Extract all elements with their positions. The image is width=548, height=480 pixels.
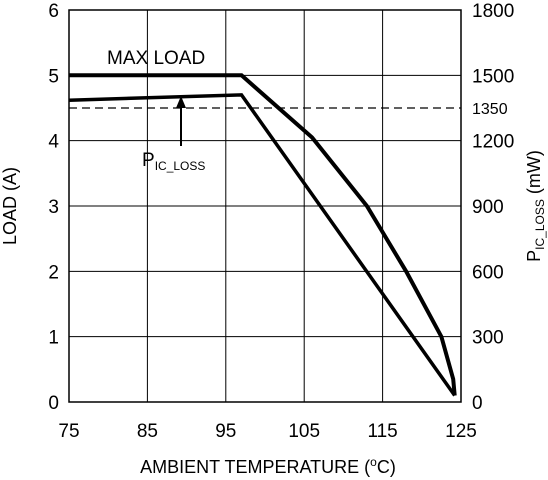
y-axis-right-title-sub: IC_LOSS [533,199,547,250]
y-axis-right-title-main: P [524,250,544,262]
y-left-tick-label: 4 [48,132,59,153]
series-group [68,73,457,397]
p-ic-loss-label: PIC_LOSS [142,150,205,173]
y-right-tick-label: 0 [472,393,483,414]
x-tick-label: 85 [137,421,158,442]
series-max-load-line [69,73,457,396]
y-left-tick-label: 3 [48,197,59,218]
x-tick-label: 105 [288,421,320,442]
y-left-tick-label: 5 [48,66,59,87]
y-right-tick-label: 900 [472,197,504,218]
annotations: MAX LOAD PIC_LOSS [107,48,205,173]
x-tick-label: 75 [58,421,79,442]
y-axis-left-title: LOAD (A) [0,167,20,245]
x-axis-title: AMBIENT TEMPERATURE (oC) [140,455,396,477]
y-right-tick-label: 1200 [472,132,514,153]
y-left-tick-label: 0 [48,393,59,414]
max-load-label: MAX LOAD [107,48,205,69]
x-axis-title-tail: C) [377,457,396,477]
y-right-tick-label: 1500 [472,66,514,87]
y-left-tick-label: 1 [48,328,59,349]
tick-labels: 75 85 95 105 115 125 0 1 2 3 4 5 6 0 300 600 900 1200 1500… [48,1,514,442]
reference-line-label: 1350 [472,101,508,118]
x-axis-title-degree: o [370,455,377,469]
y-axis-right-title: PIC_LOSS (mW) [524,150,547,262]
x-tick-label: 125 [445,421,477,442]
y-axis-right-title-unit: (mW) [524,150,544,199]
x-tick-label: 115 [367,421,397,442]
y-right-tick-label: 300 [472,328,504,349]
y-right-tick-label: 1800 [472,1,514,22]
x-axis-title-main: AMBIENT TEMPERATURE ( [140,457,370,477]
y-left-tick-label: 6 [48,1,59,22]
x-tick-label: 95 [215,421,236,442]
series-p-ic-loss-line [68,93,457,397]
pointer-arrow-head [176,96,186,108]
y-left-tick-label: 2 [48,262,59,283]
plot-frame [68,9,462,403]
y-right-tick-label: 600 [472,262,504,283]
